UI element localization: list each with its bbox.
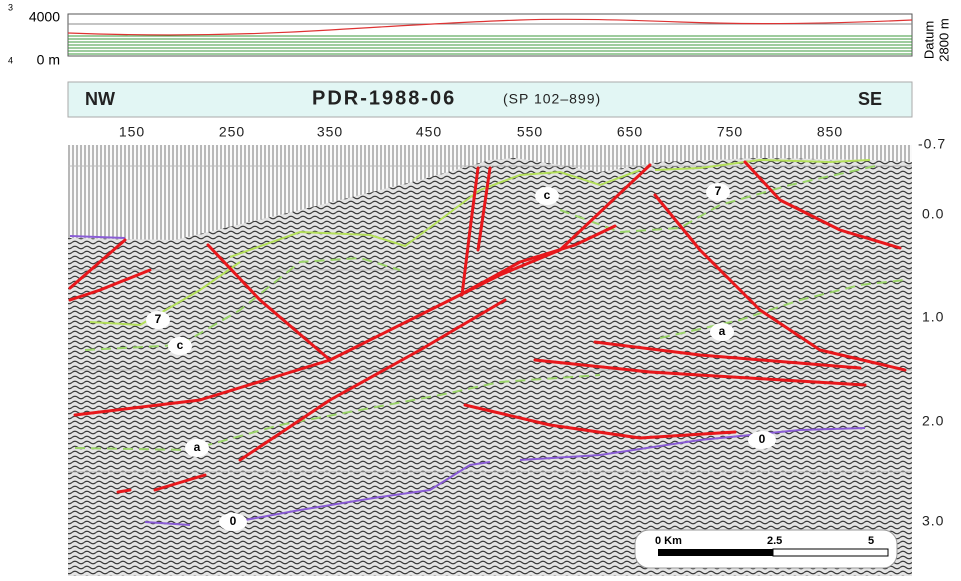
scale-label: 0 Km [655,535,682,547]
horizon-label: c [544,188,551,202]
elevation-profile: 3 4 4000 0 m Datum 2800 m [8,2,951,67]
horizon-label: 0 [759,432,766,446]
figure: 3 4 4000 0 m Datum 2800 m NW PDR-1988-06… [0,0,961,576]
elevation-label: 0 m [37,52,60,68]
shotpoint-tick: 650 [617,124,643,140]
time-axis: -0.7 0.0 1.0 2.0 3.0 [914,135,961,576]
time-tick: 3.0 [922,513,944,529]
header-left: NW [85,89,115,109]
shotpoint-tick: 450 [416,124,442,140]
corner-label: 4 [8,55,13,65]
header-right: SE [858,89,882,109]
scale-label: 5 [868,535,874,547]
scale-segment [658,549,773,556]
horizon-label: 7 [155,312,162,326]
time-tick: 2.0 [922,413,944,429]
shotpoint-tick: 250 [219,124,245,140]
corner-label: 3 [8,2,13,12]
datum-label: Datum [921,21,936,59]
datum-value: 2800 m [936,18,951,61]
horizon-label: a [719,324,726,338]
shotpoint-tick: 550 [517,124,543,140]
scale-segment [773,549,888,556]
horizon-label: c [177,338,184,352]
profile-lines [68,36,912,54]
shotpoint-tick: 750 [717,124,743,140]
header-box [68,82,912,117]
scale-label: 2.5 [767,535,782,547]
time-tick: 0.0 [922,206,944,222]
shotpoint-tick: 350 [317,124,343,140]
time-tick: -0.7 [918,136,946,152]
shotpoint-tick: 850 [817,124,843,140]
header-title: PDR-1988-06 [312,87,456,109]
header-subtitle: (SP 102–899) [503,91,601,107]
axis-background [914,135,961,576]
horizon-label: a [194,440,201,454]
horizon-label: 7 [715,184,722,198]
elevation-label: 4000 [29,9,60,25]
shotpoint-axis: 150 250 350 450 550 650 750 850 [119,124,843,140]
scale-bar: 0 Km 2.5 5 [635,530,897,568]
time-tick: 1.0 [922,309,944,325]
shotpoint-tick: 150 [119,124,145,140]
horizon-label: 0 [230,514,237,528]
